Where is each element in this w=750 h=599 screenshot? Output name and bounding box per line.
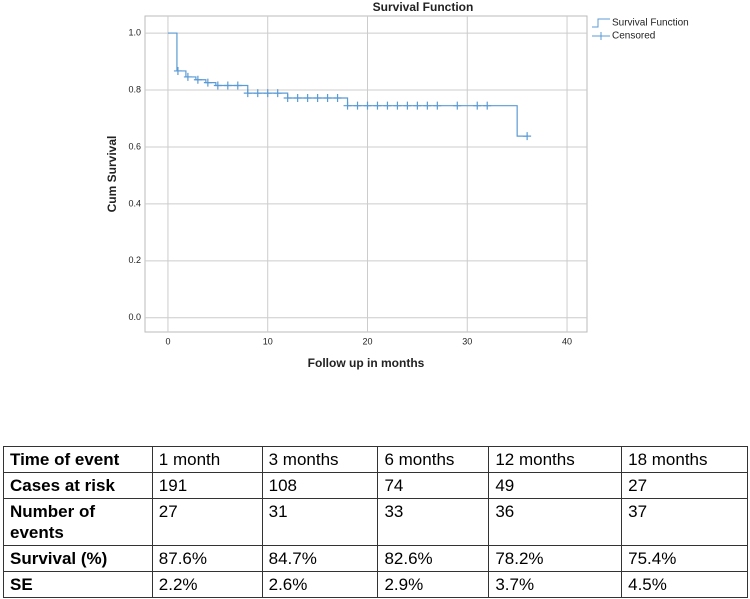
- table-cell: 27: [621, 472, 748, 499]
- chart-title: Survival Function: [373, 0, 474, 14]
- table-cell: 84.7%: [261, 545, 379, 572]
- table-cell: 33: [377, 498, 490, 546]
- censored-mark: [223, 81, 232, 90]
- table-cell: Survival (%): [3, 545, 153, 572]
- censored-mark: [373, 101, 382, 110]
- censored-mark: [343, 101, 352, 110]
- censored-mark: [313, 93, 322, 102]
- table-cell: 2.2%: [151, 571, 263, 598]
- censored-mark: [293, 93, 302, 102]
- censored-mark: [403, 101, 412, 110]
- plot-frame: [144, 15, 588, 333]
- table-cell: 31: [261, 498, 379, 546]
- censored-mark: [483, 101, 492, 110]
- chart: Survival Function Follow up in months Cu…: [105, 0, 689, 370]
- y-tick-label: 0.4: [128, 198, 141, 208]
- table-cell: 75.4%: [621, 545, 748, 572]
- censored-mark: [363, 101, 372, 110]
- x-tick-label: 10: [263, 336, 273, 346]
- censored-mark: [183, 72, 192, 81]
- x-tick-label: 0: [165, 336, 170, 346]
- table-cell: 3 months: [261, 446, 379, 473]
- censored-mark: [323, 93, 332, 102]
- x-tick-label: 30: [462, 336, 472, 346]
- y-tick-label: 0.8: [128, 84, 141, 94]
- table-cell: 27: [151, 498, 263, 546]
- legend-label: Survival Function: [612, 18, 689, 29]
- table-cell: Number of events: [3, 498, 153, 546]
- censored-mark: [193, 75, 202, 84]
- x-tick-label: 20: [362, 336, 372, 346]
- table-cell: 36: [488, 498, 623, 546]
- censored-mark: [353, 101, 362, 110]
- table-row: Number of events 27 31 33 36 37: [3, 498, 748, 546]
- censored-mark: [203, 78, 212, 87]
- censored-mark: [253, 89, 262, 98]
- censored-mark: [283, 93, 292, 102]
- table-row: Survival (%) 87.6% 84.7% 82.6% 78.2% 75.4%: [3, 545, 748, 572]
- censored-mark: [523, 132, 532, 141]
- x-tick-label: 40: [562, 336, 572, 346]
- censored-mark: [303, 93, 312, 102]
- censored-mark: [393, 101, 402, 110]
- table-cell: 18 months: [621, 446, 748, 473]
- censored-mark: [333, 93, 342, 102]
- table-row: Time of event 1 month 3 months 6 months 12 m…: [3, 446, 748, 473]
- legend-label: Censored: [612, 31, 655, 42]
- y-tick-label: 0.2: [128, 255, 141, 265]
- table-cell: 4.5%: [621, 571, 748, 598]
- censored-mark: [473, 101, 482, 110]
- table-cell: 3.7%: [488, 571, 623, 598]
- censored-mark: [243, 89, 252, 98]
- table-cell: 49: [488, 472, 623, 499]
- censored-mark: [453, 101, 462, 110]
- censored-mark: [413, 101, 422, 110]
- table-cell: 37: [621, 498, 748, 546]
- table-cell: 2.9%: [377, 571, 490, 598]
- summary-table: Time of event 1 month 3 months 6 months 12 m…: [3, 446, 748, 598]
- table-cell: Cases at risk: [3, 472, 153, 499]
- y-axis-label: Cum Survival: [105, 136, 119, 213]
- censored-mark: [433, 101, 442, 110]
- table-cell: 82.6%: [377, 545, 490, 572]
- censored-mark: [423, 101, 432, 110]
- table-row: SE 2.2% 2.6% 2.9% 3.7% 4.5%: [3, 571, 748, 598]
- y-tick-label: 0.6: [128, 141, 141, 151]
- table-cell: 87.6%: [151, 545, 263, 572]
- censored-mark: [273, 89, 282, 98]
- table-cell: 12 months: [488, 446, 623, 473]
- table-cell: SE: [3, 571, 153, 598]
- censored-mark: [263, 89, 272, 98]
- censored-mark: [213, 81, 222, 90]
- table-cell: 2.6%: [261, 571, 379, 598]
- y-tick-label: 0.0: [128, 312, 141, 322]
- legend-swatch: [592, 32, 610, 40]
- censored-mark: [173, 66, 182, 75]
- censored-mark: [233, 81, 242, 90]
- legend-swatch: [592, 18, 610, 28]
- censored-mark: [383, 101, 392, 110]
- table-cell: 191: [151, 472, 263, 499]
- table-row: Cases at risk 191 108 74 49 27: [3, 472, 748, 499]
- table-cell: Time of event: [3, 446, 153, 473]
- survival-line: [167, 32, 528, 137]
- table-cell: 78.2%: [488, 545, 623, 572]
- x-axis-label: Follow up in months: [308, 356, 425, 370]
- table-cell: 108: [261, 472, 379, 499]
- table-cell: 6 months: [377, 446, 490, 473]
- table-cell: 1 month: [151, 446, 263, 473]
- y-tick-label: 1.0: [128, 27, 141, 37]
- table-cell: 74: [377, 472, 490, 499]
